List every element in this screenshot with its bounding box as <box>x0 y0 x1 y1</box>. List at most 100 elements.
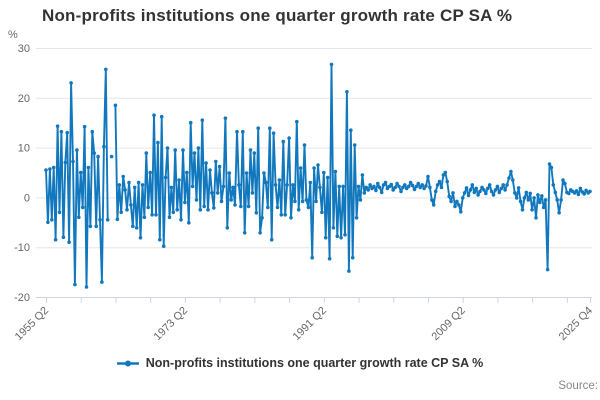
data-point-marker <box>98 218 102 222</box>
data-point-marker <box>538 200 542 205</box>
data-point-marker <box>416 181 421 186</box>
data-point-marker <box>73 282 77 287</box>
legend-label: Non-profits institutions one quarter gro… <box>145 356 484 370</box>
data-point-marker <box>285 183 289 187</box>
data-point-marker <box>545 267 550 272</box>
data-point-marker <box>528 191 532 196</box>
data-point-marker <box>343 233 347 237</box>
data-point-marker <box>269 237 274 242</box>
data-point-marker <box>131 224 135 229</box>
data-point-marker <box>198 208 203 212</box>
data-point-marker <box>179 218 183 222</box>
data-point-marker <box>441 173 446 177</box>
data-point-marker <box>424 184 428 188</box>
data-point-marker <box>298 166 303 170</box>
data-point-marker <box>117 183 122 187</box>
data-point-marker <box>495 184 500 189</box>
data-point-marker <box>291 183 295 187</box>
data-point-marker <box>233 203 237 207</box>
data-point-marker <box>140 183 145 187</box>
data-point-marker <box>173 148 177 152</box>
data-point-marker <box>327 256 332 261</box>
data-point-marker <box>113 103 118 108</box>
data-point-marker <box>459 210 463 214</box>
data-point-marker <box>520 208 525 212</box>
data-point-marker <box>300 199 305 204</box>
data-point-marker <box>78 170 83 175</box>
data-point-marker <box>310 255 315 260</box>
data-point-marker <box>183 200 187 205</box>
data-point-marker <box>136 180 141 185</box>
data-point-marker <box>401 185 405 190</box>
data-point-marker <box>356 184 361 189</box>
data-point-marker <box>428 185 432 190</box>
data-point-marker <box>165 146 170 150</box>
data-point-marker <box>239 204 243 209</box>
data-point-marker <box>588 189 592 194</box>
data-point-marker <box>202 204 206 209</box>
data-point-marker <box>468 188 473 192</box>
data-point-marker <box>418 185 423 190</box>
data-point-marker <box>90 129 95 134</box>
data-point-marker <box>505 183 509 187</box>
data-point-marker <box>275 205 280 210</box>
data-point-marker <box>208 168 212 172</box>
data-point-marker <box>84 285 89 289</box>
data-point-marker <box>316 163 320 167</box>
data-point-marker <box>231 185 235 190</box>
data-point-marker <box>302 143 307 147</box>
data-point-marker <box>547 162 552 166</box>
data-point-marker <box>200 118 205 122</box>
data-point-marker <box>150 213 154 217</box>
data-point-marker <box>462 191 467 195</box>
x-tick-label: 1973 Q2 <box>152 305 190 343</box>
data-point-marker <box>214 159 218 164</box>
data-point-marker <box>530 208 534 212</box>
data-point-marker <box>190 184 195 189</box>
data-point-marker <box>451 191 455 195</box>
data-point-marker <box>514 196 519 200</box>
data-point-marker <box>381 183 386 187</box>
data-point-marker <box>447 194 452 199</box>
data-point-marker <box>333 169 338 174</box>
data-point-marker <box>433 189 438 194</box>
x-tick-label: 2025 Q4 <box>557 305 595 343</box>
data-point-marker <box>403 183 407 187</box>
data-point-marker <box>65 130 69 135</box>
legend-item[interactable]: Non-profits institutions one quarter gro… <box>116 356 484 370</box>
data-point-marker <box>67 240 71 244</box>
data-point-marker <box>283 213 288 217</box>
data-point-marker <box>256 126 261 130</box>
data-point-marker <box>524 190 529 195</box>
y-tick-label: 20 <box>18 93 30 105</box>
data-point-marker <box>146 205 150 210</box>
data-point-marker <box>252 151 257 155</box>
data-point-marker <box>194 198 199 202</box>
data-point-marker <box>516 186 521 190</box>
data-point-marker <box>379 190 384 195</box>
data-point-marker <box>553 190 558 195</box>
data-point-marker <box>374 188 378 193</box>
data-point-marker <box>254 211 259 215</box>
data-point-marker <box>532 196 536 200</box>
data-point-marker <box>482 188 486 192</box>
data-point-marker <box>536 193 540 197</box>
data-point-marker <box>435 183 440 187</box>
data-point-marker <box>63 160 68 165</box>
data-point-marker <box>109 154 114 159</box>
data-point-marker <box>244 171 249 175</box>
data-point-marker <box>389 182 394 187</box>
data-point-marker <box>46 220 50 225</box>
data-point-marker <box>212 206 216 210</box>
data-point-marker <box>414 184 419 189</box>
data-point-marker <box>493 188 498 192</box>
data-point-marker <box>96 154 100 159</box>
data-point-marker <box>127 180 131 185</box>
data-point-marker <box>177 178 181 182</box>
data-point-marker <box>576 192 581 197</box>
x-tick-label: 1991 Q2 <box>291 305 329 343</box>
data-point-marker <box>308 180 313 185</box>
data-point-marker <box>215 191 220 195</box>
data-point-marker <box>262 171 266 175</box>
data-point-marker <box>125 208 129 212</box>
